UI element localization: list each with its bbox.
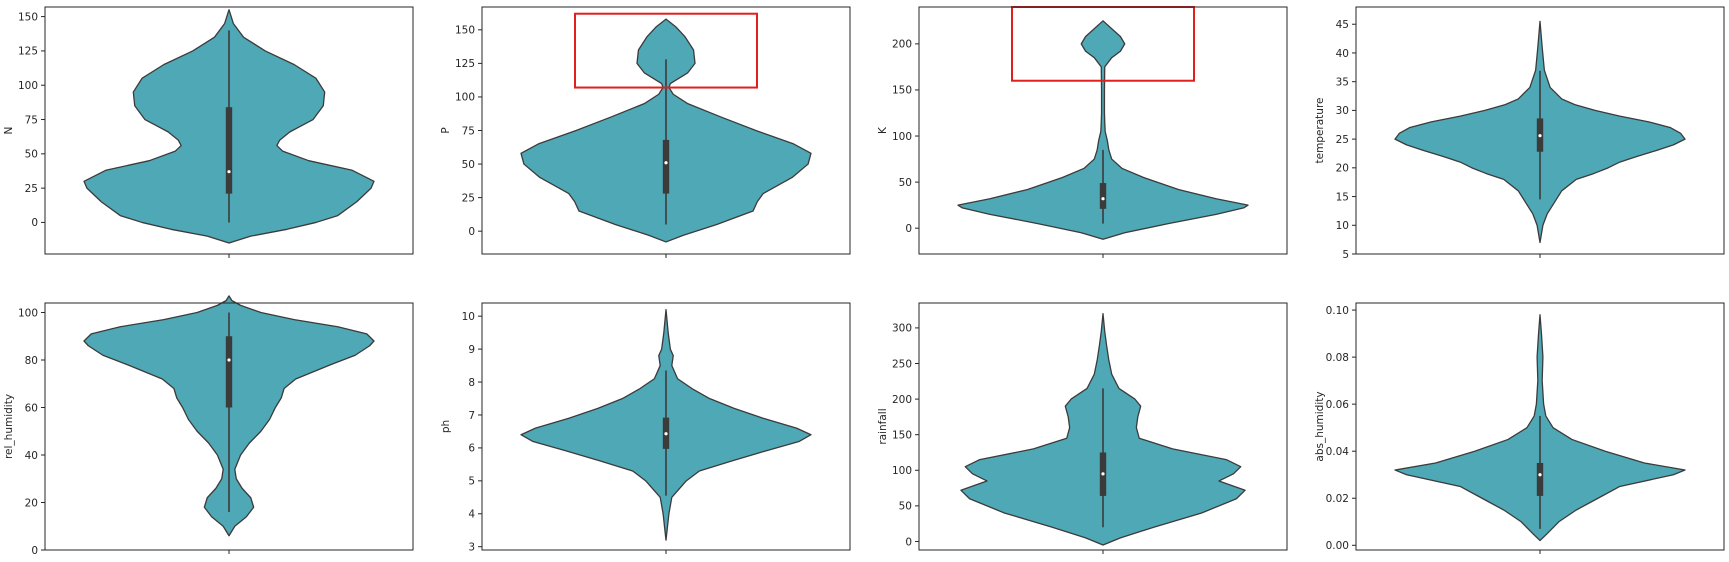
median-marker: [227, 358, 231, 362]
y-tick-label: 200: [892, 39, 912, 51]
y-tick-label: 35: [1336, 76, 1349, 88]
median-marker: [227, 170, 231, 174]
y-axis-label: abs_humidity: [1314, 391, 1326, 461]
y-tick-label: 30: [1336, 105, 1349, 117]
iqr-box: [225, 336, 233, 408]
y-tick-label: 50: [25, 149, 38, 161]
y-tick-label: 0.06: [1326, 399, 1350, 411]
subplot-ph: 3 4 5 6 7 8 9 10 ph: [440, 302, 851, 554]
y-tick-label: 9: [468, 344, 475, 356]
y-tick-label: 0: [31, 545, 38, 557]
median-marker: [664, 161, 668, 165]
median-marker: [1101, 472, 1105, 476]
y-tick-label: 0.04: [1326, 446, 1350, 458]
median-marker: [1101, 197, 1105, 201]
y-tick-label: 250: [892, 358, 912, 370]
iqr-box: [225, 107, 233, 194]
y-tick-label: 80: [25, 355, 38, 367]
y-tick-label: 20: [25, 497, 38, 509]
y-tick-label: 100: [455, 92, 475, 104]
y-tick-label: 125: [455, 58, 475, 70]
subplot-abs_humidity: 0.00 0.02 0.04 0.06 0.08 0.10 abs_humidity: [1314, 302, 1725, 554]
y-tick-label: 100: [18, 307, 38, 319]
y-axis-label: rel_humidity: [3, 394, 15, 459]
y-tick-label: 150: [892, 429, 912, 441]
y-tick-label: 25: [1336, 134, 1349, 146]
y-tick-label: 100: [18, 80, 38, 92]
y-tick-label: 25: [25, 183, 38, 195]
y-tick-label: 75: [462, 125, 475, 137]
y-tick-label: 0.02: [1326, 493, 1349, 505]
y-tick-label: 150: [455, 25, 475, 37]
y-tick-label: 75: [25, 114, 38, 126]
y-tick-label: 0.00: [1326, 540, 1349, 552]
y-tick-label: 20: [1336, 163, 1349, 175]
y-tick-label: 150: [18, 11, 38, 23]
y-tick-label: 3: [468, 542, 475, 554]
median-marker: [1538, 134, 1542, 138]
subplot-N: 0 25 50 75 100 125 150 N: [3, 6, 414, 258]
y-tick-label: 150: [892, 85, 912, 97]
y-tick-label: 100: [892, 131, 912, 143]
median-marker: [1538, 473, 1542, 477]
y-tick-label: 0.08: [1326, 352, 1349, 364]
y-tick-label: 45: [1336, 19, 1349, 31]
y-tick-label: 4: [468, 509, 475, 521]
y-tick-label: 8: [468, 377, 475, 389]
iqr-box: [1536, 462, 1544, 496]
y-tick-label: 5: [468, 476, 475, 488]
y-axis-label: temperature: [1314, 98, 1326, 164]
y-tick-label: 10: [462, 311, 475, 323]
iqr-box: [1099, 183, 1107, 209]
y-tick-label: 60: [25, 402, 38, 414]
y-tick-label: 300: [892, 323, 912, 335]
median-marker: [664, 432, 668, 436]
y-tick-label: 125: [18, 46, 38, 58]
subplot-K: 0 50 100 150 200 K: [877, 6, 1288, 258]
subplot-rainfall: 0 50 100 150 200 250 300 rainfall: [877, 302, 1288, 554]
y-tick-label: 25: [462, 192, 475, 204]
subplot-rel_humidity: 0 20 40 60 80 100 rel_humidity: [3, 295, 414, 557]
y-tick-label: 50: [462, 159, 475, 171]
y-axis-label: K: [877, 126, 889, 134]
subplot-P: 0 25 50 75 100 125 150 P: [440, 6, 851, 258]
y-axis-label: P: [440, 127, 452, 133]
y-tick-label: 0: [468, 226, 475, 238]
y-axis-label: N: [3, 127, 15, 135]
y-tick-label: 50: [899, 177, 912, 189]
y-tick-label: 6: [468, 443, 475, 455]
y-tick-label: 10: [1336, 220, 1349, 232]
y-tick-label: 15: [1336, 191, 1349, 203]
violin-body: [957, 20, 1249, 240]
y-axis-label: ph: [440, 420, 452, 433]
y-tick-label: 5: [1342, 249, 1349, 261]
subplot-temperature: 5 10 15 20 25 30 35 40 45 temperature: [1314, 6, 1725, 261]
y-tick-label: 0.10: [1326, 305, 1349, 317]
highlight-box: [574, 12, 758, 89]
y-tick-label: 7: [468, 410, 475, 422]
y-tick-label: 100: [892, 465, 912, 477]
y-tick-label: 0: [905, 536, 912, 548]
y-tick-label: 40: [25, 450, 38, 462]
iqr-box: [662, 139, 670, 194]
y-tick-label: 50: [899, 501, 912, 513]
y-tick-label: 0: [905, 223, 912, 235]
y-tick-label: 40: [1336, 48, 1349, 60]
y-tick-label: 0: [31, 217, 38, 229]
y-tick-label: 200: [892, 394, 912, 406]
y-axis-label: rainfall: [877, 408, 889, 444]
